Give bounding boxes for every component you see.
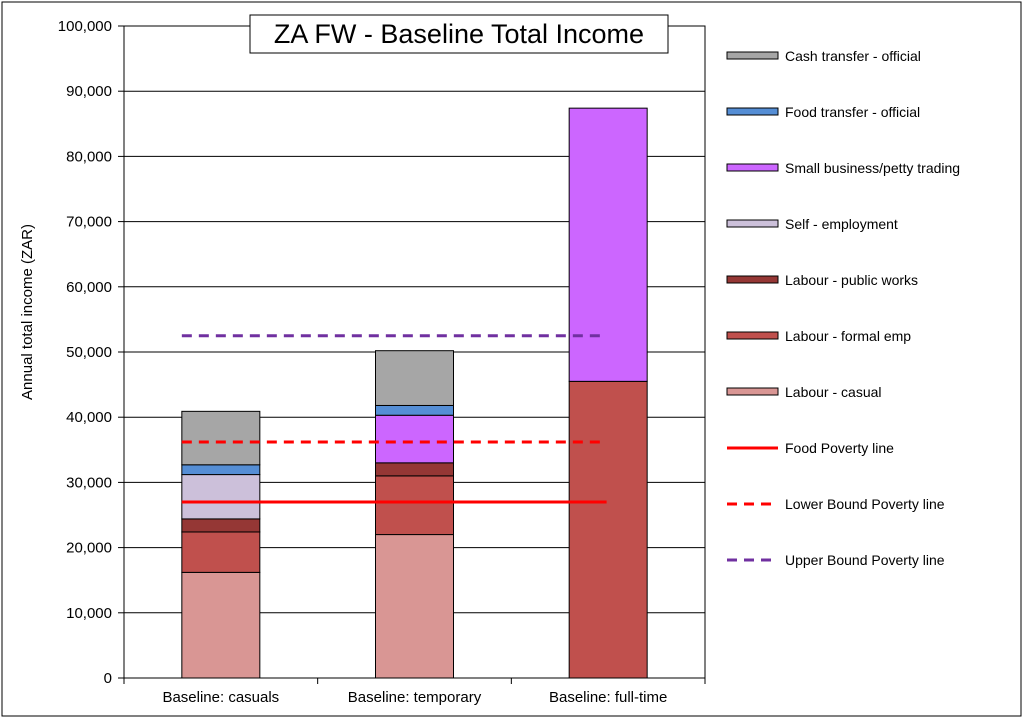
legend-label: Upper Bound Poverty line <box>785 552 945 568</box>
legend: Cash transfer - official Food transfer - … <box>726 48 960 568</box>
poverty-lines <box>181 334 607 504</box>
legend-item-labour-public-works: Labour - public works <box>726 272 918 288</box>
bar-segment-labour-formal-emp <box>568 380 648 679</box>
bar-segment-labour-public-works <box>375 462 454 477</box>
x-axis: Baseline: casuals Baseline: temporary Base… <box>123 678 706 706</box>
bar-segment-labour-formal-emp <box>375 475 454 536</box>
y-tick-label: 80,000 <box>66 148 112 165</box>
y-tick-label: 70,000 <box>66 214 112 231</box>
legend-swatch <box>726 387 779 396</box>
bar-segment-food-transfer-official <box>375 404 454 416</box>
legend-swatch <box>726 107 779 116</box>
legend-label: Labour - casual <box>785 384 882 400</box>
x-tick-label: Baseline: temporary <box>348 689 482 706</box>
legend-label: Food transfer - official <box>785 104 920 120</box>
legend-item-labour-casual: Labour - casual <box>726 384 882 400</box>
bar-segment-labour-casual <box>181 571 261 679</box>
legend-swatch <box>726 219 779 228</box>
legend-label: Cash transfer - official <box>785 48 921 64</box>
y-axis-label: Annual total income (ZAR) <box>19 224 36 400</box>
legend-swatch <box>726 275 779 284</box>
chart-title: ZA FW - Baseline Total Income <box>274 19 644 49</box>
legend-item-small-business-petty-trading: Small business/petty trading <box>726 160 960 176</box>
bar-segment-self-employment <box>181 474 261 520</box>
chart-title-box: ZA FW - Baseline Total Income <box>249 14 669 54</box>
y-tick-label: 40,000 <box>66 409 112 426</box>
legend-item-labour-formal-emp: Labour - formal emp <box>726 328 911 344</box>
bar-segment-labour-public-works <box>181 518 261 533</box>
y-tick-label: 50,000 <box>66 344 112 361</box>
y-tick-label: 100,000 <box>58 18 112 35</box>
legend-item-cash-transfer-official: Cash transfer - official <box>726 48 921 64</box>
bar-segment-small-business-petty-trading <box>568 107 648 382</box>
bar-segment-food-transfer-official <box>181 464 261 476</box>
y-tick-label: 30,000 <box>66 474 112 491</box>
bar-segment-cash-transfer-official <box>375 350 454 406</box>
legend-item-food-transfer-official: Food transfer - official <box>726 104 920 120</box>
legend-swatch <box>726 163 779 172</box>
legend-label: Small business/petty trading <box>785 160 960 176</box>
y-tick-label: 10,000 <box>66 605 112 622</box>
legend-item-self-employment: Self - employment <box>726 216 898 232</box>
bar-segment-cash-transfer-official <box>181 410 261 466</box>
bar-segment-labour-formal-emp <box>181 531 261 573</box>
legend-label: Labour - formal emp <box>785 328 911 344</box>
y-axis-ticks: 0 10,000 20,000 30,000 40,000 50,000 60,000 70,… <box>58 18 124 687</box>
legend-label: Self - employment <box>785 216 898 232</box>
y-tick-label: 90,000 <box>66 83 112 100</box>
legend-item-lower-bound-poverty-line: Lower Bound Poverty line <box>727 496 945 512</box>
legend-item-food-poverty-line: Food Poverty line <box>727 440 894 456</box>
y-tick-label: 0 <box>104 670 112 687</box>
legend-label: Labour - public works <box>785 272 918 288</box>
y-tick-label: 20,000 <box>66 540 112 557</box>
legend-label: Food Poverty line <box>785 440 894 456</box>
x-tick-label: Baseline: casuals <box>162 689 279 706</box>
bar-segment-small-business-petty-trading <box>375 414 454 464</box>
bar-segment-labour-casual <box>375 534 454 679</box>
y-tick-label: 60,000 <box>66 279 112 296</box>
legend-item-upper-bound-poverty-line: Upper Bound Poverty line <box>727 552 945 568</box>
x-tick-label: Baseline: full-time <box>549 689 667 706</box>
legend-label: Lower Bound Poverty line <box>785 496 945 512</box>
legend-swatch <box>726 331 779 340</box>
legend-swatch <box>726 51 779 60</box>
